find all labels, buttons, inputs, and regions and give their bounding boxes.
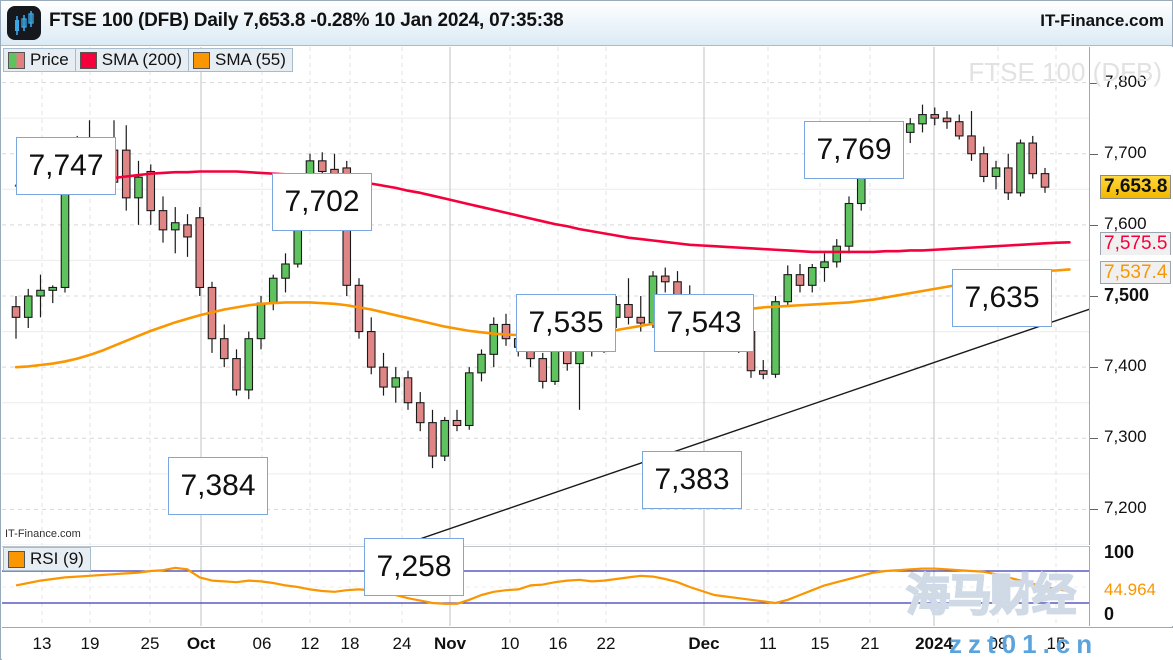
- sma200-swatch-icon: [79, 51, 97, 69]
- price-axis-tick-label: 7,600: [1104, 213, 1147, 233]
- rsi-axis-min-label: 0: [1104, 604, 1115, 624]
- annotation-callout[interactable]: 7,747: [16, 137, 116, 195]
- axis-tick: [1090, 82, 1098, 84]
- axis-tick: [1090, 224, 1098, 226]
- legend-label-rsi: RSI (9): [30, 549, 84, 568]
- rsi-legend: RSI (9): [3, 547, 91, 571]
- sma55-price-marker[interactable]: 7,537.4: [1100, 261, 1172, 285]
- price-axis-tick-label: 7,300: [1104, 427, 1147, 447]
- legend-item-price[interactable]: Price: [3, 48, 76, 72]
- date-axis-tick-label: 21: [860, 634, 880, 653]
- annotation-callout[interactable]: 7,543: [654, 294, 754, 352]
- date-axis-tick-label: 22: [596, 634, 616, 653]
- axis-tick: [1090, 153, 1098, 155]
- sma200-price-marker[interactable]: 7,575.5: [1100, 232, 1172, 256]
- annotation-label: 7,383: [654, 463, 730, 496]
- rsi-plot[interactable]: [2, 546, 1090, 626]
- date-axis-tick-label: Dec: [688, 634, 720, 653]
- rsi-current-value-label[interactable]: 44.964: [1104, 580, 1156, 600]
- date-axis-tick-label: 08: [988, 634, 1008, 653]
- annotation-label: 7,635: [964, 281, 1040, 314]
- rsi-axis-max-label: 100: [1104, 542, 1135, 562]
- legend-label-sma200: SMA (200): [101, 50, 183, 69]
- annotation-label: 7,543: [666, 306, 742, 339]
- chart-watermark: FTSE 100 (DFB): [968, 57, 1162, 87]
- annotation-label: 7,702: [284, 185, 360, 218]
- annotation-callout[interactable]: 7,535: [516, 294, 616, 352]
- date-axis-tick-label: 19: [80, 634, 100, 653]
- date-axis-tick-label: 25: [140, 634, 160, 653]
- annotation-label: 7,535: [528, 306, 604, 339]
- annotation-callout[interactable]: 7,769: [804, 121, 904, 179]
- axis-tick: [1090, 367, 1098, 369]
- annotation-callout[interactable]: 7,383: [642, 451, 742, 509]
- price-swatch-icon: [8, 51, 25, 69]
- annotation-callout[interactable]: 7,258: [364, 538, 464, 596]
- legend-item-sma200[interactable]: SMA (200): [74, 48, 190, 72]
- axis-tick: [1090, 509, 1098, 511]
- rsi-canvas: [2, 547, 1089, 626]
- date-axis-tick-label: 24: [392, 634, 412, 653]
- date-axis-tick-label: 12: [300, 634, 320, 653]
- legend-label-sma55: SMA (55): [215, 50, 286, 69]
- app-header: FTSE 100 (DFB) Daily 7,653.8 -0.28% 10 J…: [1, 1, 1172, 46]
- brand-label: IT-Finance.com: [1040, 11, 1164, 30]
- rsi-series: [15, 566, 1070, 605]
- source-watermark: IT-Finance.com: [5, 528, 81, 540]
- legend-item-sma55[interactable]: SMA (55): [188, 48, 293, 72]
- date-axis-tick-label: 15: [1046, 634, 1066, 653]
- price-axis-tick-label: 7,200: [1104, 498, 1147, 518]
- url-watermark: zzt01.cn: [949, 629, 1099, 659]
- date-axis-tick-label: Nov: [433, 634, 467, 653]
- annotation-label: 7,769: [816, 133, 892, 166]
- date-axis[interactable]: 13 19 25 Oct 06 12 18 24 Nov 10 16 22 Dec 11 15 21 2024 0…: [2, 627, 1173, 660]
- date-axis-tick-label: 11: [759, 634, 777, 653]
- price-canvas: [2, 47, 1089, 545]
- price-axis-tick-label: 7,400: [1104, 356, 1147, 376]
- legend-label-price: Price: [30, 50, 69, 69]
- annotation-label: 7,747: [28, 149, 104, 182]
- annotation-callout[interactable]: 7,635: [952, 269, 1052, 327]
- date-axis-tick-label: Oct: [186, 634, 216, 653]
- date-axis-tick-label: 15: [810, 634, 830, 653]
- annotation-label: 7,258: [376, 550, 452, 583]
- price-axis-tick-label: 7,500: [1104, 285, 1150, 305]
- last-price-marker[interactable]: 7,653.8: [1100, 174, 1172, 199]
- candlestick-logo-icon: [7, 6, 41, 40]
- price-axis-tick-label: 7,700: [1104, 142, 1147, 162]
- axis-tick: [1090, 438, 1098, 440]
- axis-tick: [1090, 296, 1098, 297]
- date-axis-tick-label: 16: [548, 634, 568, 653]
- date-axis-tick-label: 10: [500, 634, 520, 653]
- legend-item-rsi[interactable]: RSI (9): [3, 547, 91, 571]
- page-title: FTSE 100 (DFB) Daily 7,653.8 -0.28% 10 J…: [49, 10, 564, 31]
- date-axis-tick-label: 18: [340, 634, 360, 653]
- date-axis-tick-label: 13: [32, 634, 52, 653]
- rsi-swatch-icon: [8, 550, 25, 568]
- sma55-swatch-icon: [193, 51, 211, 69]
- annotation-label: 7,384: [180, 469, 256, 502]
- price-axis[interactable]: 7,800 7,700 7,600 7,500 7,400 7,300 7,200 7,653…: [1090, 47, 1173, 626]
- price-axis-tick-label: 7,800: [1104, 71, 1147, 91]
- annotation-callout[interactable]: 7,384: [168, 457, 268, 515]
- date-axis-tick-label: 06: [252, 634, 272, 653]
- price-legend: Price SMA (200) SMA (55): [3, 48, 293, 72]
- date-axis-tick-label: 2024: [915, 634, 953, 653]
- annotation-callout[interactable]: 7,702: [272, 173, 372, 231]
